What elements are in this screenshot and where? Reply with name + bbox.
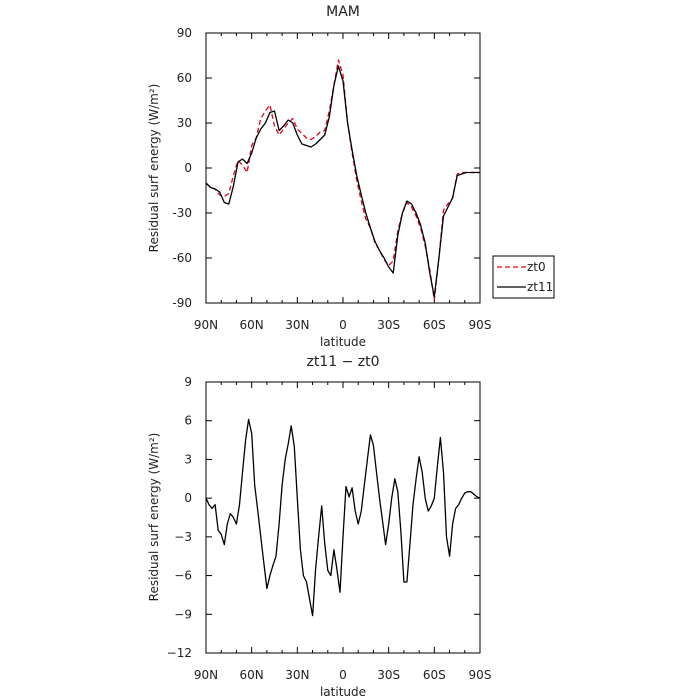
top-xtick-label: 30N <box>285 318 309 332</box>
bottom-xtick-label: 30S <box>377 668 400 682</box>
bottom-chart-ylabel: Residual surf energy (W/m²) <box>147 433 161 602</box>
top-ytick-label: 0 <box>184 161 192 175</box>
top-ytick-label: -30 <box>172 206 192 220</box>
bottom-ytick-label: 9 <box>184 375 192 389</box>
bottom-ytick-label: −12 <box>167 646 192 660</box>
bottom-ytick-label: −9 <box>174 607 192 621</box>
legend-frame <box>492 255 555 299</box>
top-ytick-label: 30 <box>177 116 192 130</box>
top-chart-panel: MAM -90 -60 -30 0 30 60 90 90N 60N 30N 0 30S 60S 90S… <box>147 4 555 349</box>
bottom-xtick-label: 90S <box>469 668 492 682</box>
top-xtick-label: 90N <box>194 318 218 332</box>
bottom-xtick-label: 0 <box>339 668 347 682</box>
top-ytick-label: 90 <box>177 26 192 40</box>
legend-label-zt11: zt11 <box>527 280 553 294</box>
bottom-chart-panel: zt11 − zt0 −12 −9 −6 −3 0 3 6 9 90N 60N 30N 0 30S 60… <box>147 354 491 699</box>
top-series-line-0 <box>205 59 480 301</box>
top-ytick-label: -60 <box>172 251 192 265</box>
top-series-line-1 <box>205 65 480 298</box>
bottom-series-line-0 <box>205 418 481 617</box>
top-xtick-label: 30S <box>377 318 400 332</box>
top-chart-xlabel: latitude <box>320 335 366 349</box>
bottom-xtick-label: 90N <box>194 668 218 682</box>
top-chart-legend: zt0 zt11 <box>492 255 555 299</box>
bottom-chart-title: zt11 − zt0 <box>306 354 379 370</box>
top-chart-ylabel: Residual surf energy (W/m²) <box>147 84 161 253</box>
bottom-ytick-label: 3 <box>184 452 192 466</box>
top-xtick-label: 0 <box>339 318 347 332</box>
legend-label-zt0: zt0 <box>527 260 546 274</box>
bottom-chart-xlabel: latitude <box>320 685 366 699</box>
bottom-xtick-label: 60N <box>240 668 264 682</box>
top-ytick-label: -90 <box>172 296 192 310</box>
bottom-ytick-label: 6 <box>184 414 192 428</box>
bottom-xtick-label: 30N <box>285 668 309 682</box>
top-xtick-label: 60N <box>240 318 264 332</box>
bottom-ytick-label: −3 <box>174 530 192 544</box>
bottom-ytick-label: 0 <box>184 491 192 505</box>
top-ytick-label: 60 <box>177 71 192 85</box>
bottom-xtick-label: 60S <box>423 668 446 682</box>
bottom-ytick-label: −6 <box>174 569 192 583</box>
top-xtick-label: 90S <box>469 318 492 332</box>
top-xtick-label: 60S <box>423 318 446 332</box>
top-chart-title: MAM <box>326 4 360 20</box>
bottom-chart-frame <box>205 381 481 654</box>
